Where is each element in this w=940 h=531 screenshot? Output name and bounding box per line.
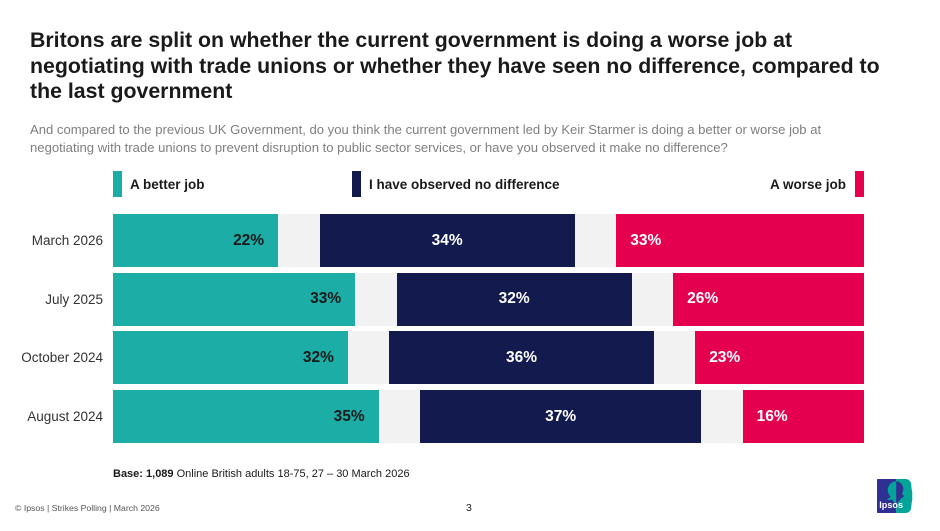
svg-text:Ipsos: Ipsos bbox=[879, 500, 903, 510]
